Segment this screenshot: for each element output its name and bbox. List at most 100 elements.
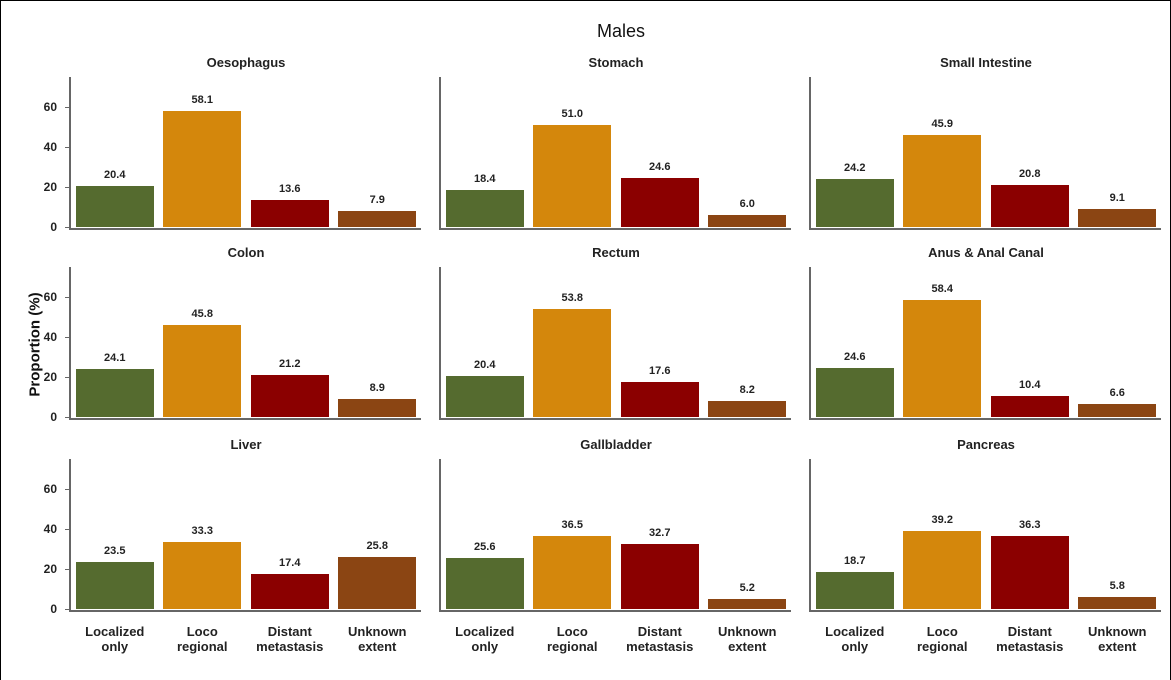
value-label: 24.1 [104, 351, 126, 364]
y-tick-label: 20 [43, 180, 57, 194]
bar [75, 186, 154, 227]
bar [903, 300, 982, 417]
y-axis-line [69, 77, 71, 230]
y-tick-label: 60 [43, 290, 57, 304]
value-label: 7.9 [369, 194, 385, 207]
y-tick [65, 337, 69, 338]
x-tick-label: Localized only [85, 624, 145, 654]
bar [250, 199, 329, 227]
value-label: 36.5 [561, 519, 583, 531]
y-axis-line [69, 267, 71, 420]
y-tick [65, 569, 69, 570]
y-axis-line [809, 77, 811, 230]
x-axis-line [439, 418, 791, 420]
bar [1078, 208, 1157, 227]
value-label: 9.1 [1109, 191, 1125, 204]
value-label: 58.1 [191, 93, 213, 106]
x-axis-line [809, 228, 1161, 230]
value-label: 20.4 [104, 169, 126, 182]
y-tick [65, 489, 69, 490]
panel-title: Liver [230, 437, 262, 452]
y-axis-line [439, 77, 441, 230]
bar [338, 399, 417, 417]
bar [990, 536, 1069, 609]
y-tick [65, 187, 69, 188]
x-axis-line [439, 610, 791, 612]
y-tick [65, 297, 69, 298]
value-label: 53.8 [561, 292, 583, 305]
bar [75, 562, 154, 609]
bar [815, 571, 894, 609]
x-tick-label: Localized only [825, 624, 885, 654]
y-tick-label: 0 [50, 410, 57, 424]
x-tick-label: Distant metastasis [626, 624, 694, 654]
panel-title: Small Intestine [940, 55, 1032, 70]
panel-title: Rectum [592, 245, 640, 260]
y-tick-label: 20 [43, 562, 57, 576]
y-tick [65, 107, 69, 108]
bar [338, 211, 417, 227]
x-axis-line [809, 610, 1161, 612]
x-axis-line [69, 610, 421, 612]
value-label: 45.9 [931, 118, 953, 131]
value-label: 6.0 [739, 198, 755, 210]
y-tick-label: 40 [43, 330, 57, 344]
y-tick [65, 609, 69, 610]
value-label: 45.8 [191, 308, 213, 321]
value-label: 5.8 [1109, 580, 1125, 593]
value-label: 8.9 [369, 382, 385, 395]
y-tick [65, 147, 69, 148]
x-axis-line [439, 228, 791, 230]
bar [620, 177, 699, 227]
value-label: 36.3 [1019, 519, 1041, 532]
value-label: 39.2 [931, 513, 953, 526]
chart-title: Males [596, 21, 645, 41]
bar [250, 374, 329, 417]
y-axis-line [439, 267, 441, 420]
value-label: 23.5 [104, 545, 126, 557]
bar [708, 215, 787, 227]
value-label: 6.6 [1109, 386, 1125, 399]
panel-title: Colon [227, 245, 265, 260]
value-label: 8.2 [739, 383, 755, 396]
y-axis-line [809, 267, 811, 420]
bar [250, 574, 329, 609]
y-axis-line [809, 459, 811, 612]
bar [75, 368, 154, 417]
bar [708, 598, 787, 609]
y-tick-label: 20 [43, 370, 57, 384]
y-tick-label: 40 [43, 522, 57, 536]
value-label: 33.3 [191, 525, 213, 538]
bar [815, 178, 894, 227]
x-tick-label: Distant metastasis [256, 624, 324, 654]
value-label: 18.4 [474, 173, 496, 186]
panel-title: Pancreas [957, 437, 1015, 452]
value-label: 32.7 [649, 526, 671, 539]
bar [990, 396, 1069, 417]
panel-title: Stomach [588, 55, 644, 70]
y-tick [65, 417, 69, 418]
x-tick-label: Loco regional [916, 624, 968, 654]
x-tick-label: Localized only [455, 624, 515, 654]
value-label: 58.4 [931, 283, 953, 296]
y-tick-label: 0 [50, 220, 57, 234]
value-label: 24.6 [649, 160, 671, 173]
value-label: 21.2 [279, 357, 301, 370]
y-tick [65, 529, 69, 530]
x-tick-label: Loco regional [176, 624, 228, 654]
bar [445, 376, 524, 417]
bar [338, 557, 417, 609]
x-axis-line [69, 418, 421, 420]
value-label: 13.6 [279, 182, 301, 195]
bar [708, 400, 787, 417]
bar [533, 125, 612, 227]
bar [990, 185, 1069, 227]
panel-title: Oesophagus [206, 55, 286, 70]
bar [1078, 403, 1157, 417]
bar [620, 381, 699, 417]
value-label: 5.2 [739, 581, 755, 594]
panel-title: Gallbladder [580, 437, 652, 452]
value-label: 20.4 [474, 359, 496, 372]
bar [163, 542, 242, 609]
